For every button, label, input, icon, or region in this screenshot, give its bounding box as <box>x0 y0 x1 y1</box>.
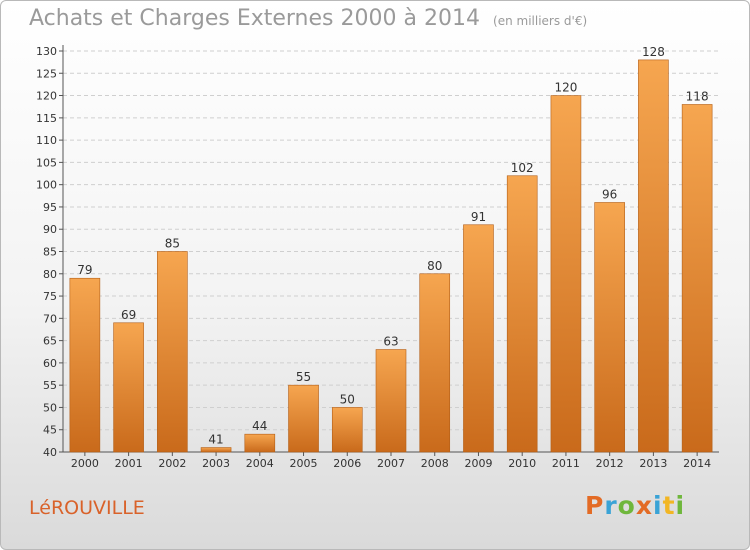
bar-value-label: 44 <box>252 419 267 433</box>
bar-2013[interactable] <box>638 59 669 453</box>
logo-letter: i <box>653 491 663 520</box>
y-tick-label: 90 <box>43 223 57 236</box>
x-tick-label: 2014 <box>683 457 711 470</box>
chart-title-text: Achats et Charges Externes 2000 à 2014 <box>29 6 480 31</box>
x-tick-label: 2013 <box>639 457 667 470</box>
x-tick-label: 2006 <box>333 457 361 470</box>
y-tick-label: 100 <box>36 179 57 192</box>
bar-2009[interactable] <box>463 224 494 453</box>
y-tick-label: 75 <box>43 290 57 303</box>
bar-value-label: 63 <box>383 335 398 349</box>
commune-name: LéROUVILLE <box>29 497 145 519</box>
y-tick-label: 120 <box>36 90 57 103</box>
bar-2007[interactable] <box>375 349 407 453</box>
logo-letter: x <box>635 491 653 520</box>
x-tick-label: 2008 <box>421 457 449 470</box>
y-tick-label: 105 <box>36 156 57 169</box>
x-tick-label: 2011 <box>552 457 580 470</box>
logo-letter: t <box>662 491 676 520</box>
y-tick-label: 70 <box>43 312 57 325</box>
chart-unit-text: (en milliers d'€) <box>493 14 588 28</box>
x-tick-label: 2004 <box>246 457 274 470</box>
y-tick-label: 110 <box>36 134 57 147</box>
bar-2004[interactable] <box>244 433 276 453</box>
bar-value-label: 91 <box>471 210 486 224</box>
y-tick-label: 95 <box>43 201 57 214</box>
bar-2006[interactable] <box>331 407 363 453</box>
x-tick-label: 2000 <box>71 457 99 470</box>
bar-2001[interactable] <box>113 322 144 453</box>
bar-2008[interactable] <box>419 273 451 453</box>
bar-value-label: 85 <box>165 237 180 251</box>
y-tick-label: 130 <box>36 45 57 58</box>
y-tick-label: 115 <box>36 112 57 125</box>
y-tick-label: 60 <box>43 357 57 370</box>
bar-2010[interactable] <box>506 175 538 453</box>
x-tick-label: 2001 <box>115 457 143 470</box>
logo-letter: o <box>617 491 636 520</box>
y-tick-label: 80 <box>43 268 57 281</box>
x-tick-label: 2003 <box>202 457 230 470</box>
bar-value-label: 69 <box>121 308 136 322</box>
y-tick-label: 85 <box>43 246 57 259</box>
logo-letter: P <box>585 491 605 520</box>
y-tick-label: 65 <box>43 335 57 348</box>
bar-value-label: 96 <box>602 187 617 201</box>
logo-letter: r <box>604 491 618 520</box>
x-tick-label: 2005 <box>290 457 318 470</box>
x-tick-label: 2007 <box>377 457 405 470</box>
x-tick-label: 2012 <box>596 457 624 470</box>
bar-2005[interactable] <box>288 384 319 453</box>
bar-value-label: 79 <box>77 263 92 277</box>
chart-title: Achats et Charges Externes 2000 à 2014 (… <box>29 6 587 31</box>
bar-value-label: 50 <box>340 392 355 406</box>
y-tick-label: 40 <box>43 446 57 459</box>
bar-2000[interactable] <box>69 277 101 453</box>
y-tick-label: 125 <box>36 67 57 80</box>
bar-value-label: 55 <box>296 370 311 384</box>
y-tick-label: 55 <box>43 379 57 392</box>
x-tick-label: 2010 <box>508 457 536 470</box>
bar-value-label: 102 <box>511 161 534 175</box>
logo-letter: i <box>675 491 686 520</box>
bar-2002[interactable] <box>157 251 188 453</box>
bar-2012[interactable] <box>594 202 625 453</box>
y-tick-label: 50 <box>43 401 57 414</box>
bar-value-label: 80 <box>427 259 442 273</box>
bar-value-label: 128 <box>642 45 665 59</box>
bar-2011[interactable] <box>550 95 582 453</box>
bar-2014[interactable] <box>681 104 713 453</box>
proxiti-logo[interactable]: Proxiti <box>585 491 685 520</box>
bar-value-label: 120 <box>554 81 577 95</box>
y-tick-label: 45 <box>43 424 57 437</box>
bar-value-label: 118 <box>686 89 709 103</box>
bars <box>69 59 713 453</box>
x-tick-label: 2009 <box>464 457 492 470</box>
bar-2003[interactable] <box>200 447 232 453</box>
bar-value-label: 41 <box>208 433 223 447</box>
axes: 40 45 50 55 60 65 70 75 80 85 90 95 100 105 110 115 120 1… <box>36 45 719 470</box>
x-tick-label: 2002 <box>158 457 186 470</box>
bar-labels: 79 69 85 41 44 55 50 63 80 91 102 120 96 128 118 <box>77 45 708 447</box>
